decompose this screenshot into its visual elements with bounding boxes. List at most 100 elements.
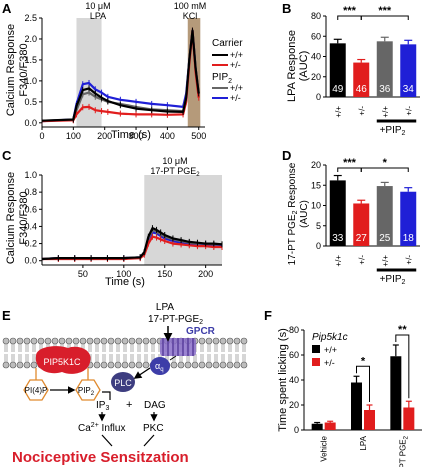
panel-c-y-tick-label: 0.8	[24, 187, 37, 197]
panel-e-letter: E	[2, 308, 11, 323]
lipid-head-top	[58, 337, 66, 345]
panel-f-bar	[324, 422, 336, 430]
panel-e: E GPCR LPA 17-PT-PGE2 αq PLC PIP5K1C PI(…	[2, 302, 248, 466]
panel-a-xlabel: Time (s)	[111, 129, 151, 141]
lipid-tail-top	[200, 344, 204, 352]
panel-d-bar	[353, 203, 370, 246]
panel-f-bar	[390, 356, 402, 430]
lipid-head-bottom	[205, 361, 213, 369]
panel-b-bar-n-label: 34	[403, 84, 415, 95]
lipid-tail-bottom	[228, 354, 232, 362]
panel-f-bar	[311, 423, 323, 430]
panel-d-letter: D	[282, 148, 291, 163]
panel-f-ylabel: Time spent licking (s)	[277, 328, 289, 432]
lipid-head-top	[107, 337, 115, 345]
panel-b-pip2-label: +PIP2	[380, 125, 406, 137]
panel-d-bar-n-label: 27	[356, 233, 368, 244]
lipid-tail-bottom	[95, 354, 99, 362]
lipid-head-bottom	[240, 361, 248, 369]
lipid-tail-bottom	[137, 354, 141, 362]
panel-c-y-tick-label: 1.0	[24, 170, 37, 180]
lipid-head-top	[86, 337, 94, 345]
panel-f-y-tick-label: 20	[289, 400, 299, 410]
panel-c-stim-label-2: 17-PT PGE2	[150, 166, 200, 178]
plc-enzyme	[111, 372, 135, 392]
panel-a-ylabel-1: Calcium Response	[5, 24, 17, 116]
panel-b-ylabel-1: LPA Response	[286, 30, 298, 102]
gpcr-helices	[162, 338, 194, 356]
panel-b-bar	[329, 43, 346, 97]
ligand-label-2: 17-PT-PGE2	[148, 314, 203, 326]
lipid-head-top	[149, 337, 157, 345]
panel-b-sig-bracket	[360, 15, 409, 20]
panel-d-category-label: +/+	[381, 255, 390, 267]
panel-a-x-tick-label: 300	[129, 131, 144, 141]
galpha-to-plc-arrow	[133, 367, 151, 379]
panel-a: A 0 100 200 300 400 500 0.0 0.5 1.0 1.5 2.0 2.5 Cal…	[2, 1, 243, 141]
lipid-tail-bottom	[207, 354, 211, 362]
panel-f-y-tick-label: 60	[289, 350, 299, 360]
panel-b-bar-n-label: 49	[332, 84, 344, 95]
panel-b: B 0 20 40 60 80 49 +/+ 46 +/- 36 +/+ 34 +/- *** *** +PI…	[282, 1, 420, 137]
lipid-tail-top	[95, 344, 99, 352]
panel-f-category-label: LPA	[359, 435, 368, 450]
plc-label: PLC	[114, 378, 132, 388]
panel-a-kcl-label-2: KCl	[183, 11, 198, 21]
lipid-head-top	[142, 337, 150, 345]
panel-d-bar-n-label: 25	[379, 233, 391, 244]
panel-a-lpa-label-1: 10 μM	[85, 1, 110, 11]
panel-f-legend-pm-swatch	[312, 358, 320, 366]
panel-b-category-label: +/-	[357, 106, 366, 116]
panel-f-legend-pp-label: +/+	[324, 345, 337, 355]
panel-c-y-tick-label: 0.4	[24, 221, 37, 231]
lipid-head-top	[135, 337, 143, 345]
lipid-head-top	[79, 337, 87, 345]
lipid-tail-bottom	[200, 354, 204, 362]
lipid-tail-bottom	[102, 354, 106, 362]
galpha-q-protein	[150, 357, 170, 375]
panel-b-sig-stars: ***	[378, 5, 392, 17]
panel-a-letter: A	[2, 1, 12, 16]
panel-c-y-tick-label: 0.2	[24, 239, 37, 249]
lipid-tail-top	[11, 344, 15, 352]
panel-a-ylabel-2: F340/F380	[18, 43, 30, 96]
panel-b-y-tick-label: 40	[311, 52, 321, 62]
ip3-label: IP3	[96, 400, 109, 412]
lipid-head-bottom	[177, 361, 185, 369]
lipid-head-bottom	[191, 361, 199, 369]
panel-f-sig-stars: *	[361, 355, 366, 367]
panel-c-x-tick-label: 150	[157, 269, 172, 279]
nociceptive-sensitization-label: Nociceptive Sensitzation	[12, 449, 189, 466]
panel-a-y-tick-label: 2.5	[24, 13, 37, 23]
legend-pip2-pm-label: +/-	[230, 93, 241, 103]
lipid-tail-top	[18, 344, 22, 352]
panel-a-y-tick-label: 1.5	[24, 55, 37, 65]
panel-b-bar-n-label: 36	[379, 84, 391, 95]
gpcr-receptor	[160, 338, 196, 356]
lipid-tail-bottom	[32, 354, 36, 362]
lipid-tail-top	[221, 344, 225, 352]
panel-d-y-tick-label: 15	[311, 180, 321, 190]
panel-f-letter: F	[264, 308, 272, 323]
lipid-head-bottom	[219, 361, 227, 369]
lipid-tail-top	[102, 344, 106, 352]
lipid-head-bottom	[100, 361, 108, 369]
panel-d-category-label: +/-	[404, 255, 413, 265]
pi4p-label: PI(4)P	[25, 386, 48, 395]
panel-d-bar	[400, 191, 417, 246]
lipid-tail-top	[25, 344, 29, 352]
panel-f-bar	[403, 407, 415, 430]
legend-carrier-pm-label: +/-	[230, 60, 241, 70]
panel-b-bar-n-label: 46	[356, 84, 368, 95]
lipid-head-bottom	[30, 361, 38, 369]
lipid-head-bottom	[212, 361, 220, 369]
panel-c-y-tick-label: 0.6	[24, 204, 37, 214]
panel-b-bar	[376, 41, 393, 97]
panel-a-y-tick-label: 2.0	[24, 34, 37, 44]
panel-d-bar-n-label: 18	[403, 233, 415, 244]
lipid-tail-bottom	[235, 354, 239, 362]
dag-label: DAG	[144, 400, 166, 411]
panel-b-y-tick-label: 60	[311, 31, 321, 41]
